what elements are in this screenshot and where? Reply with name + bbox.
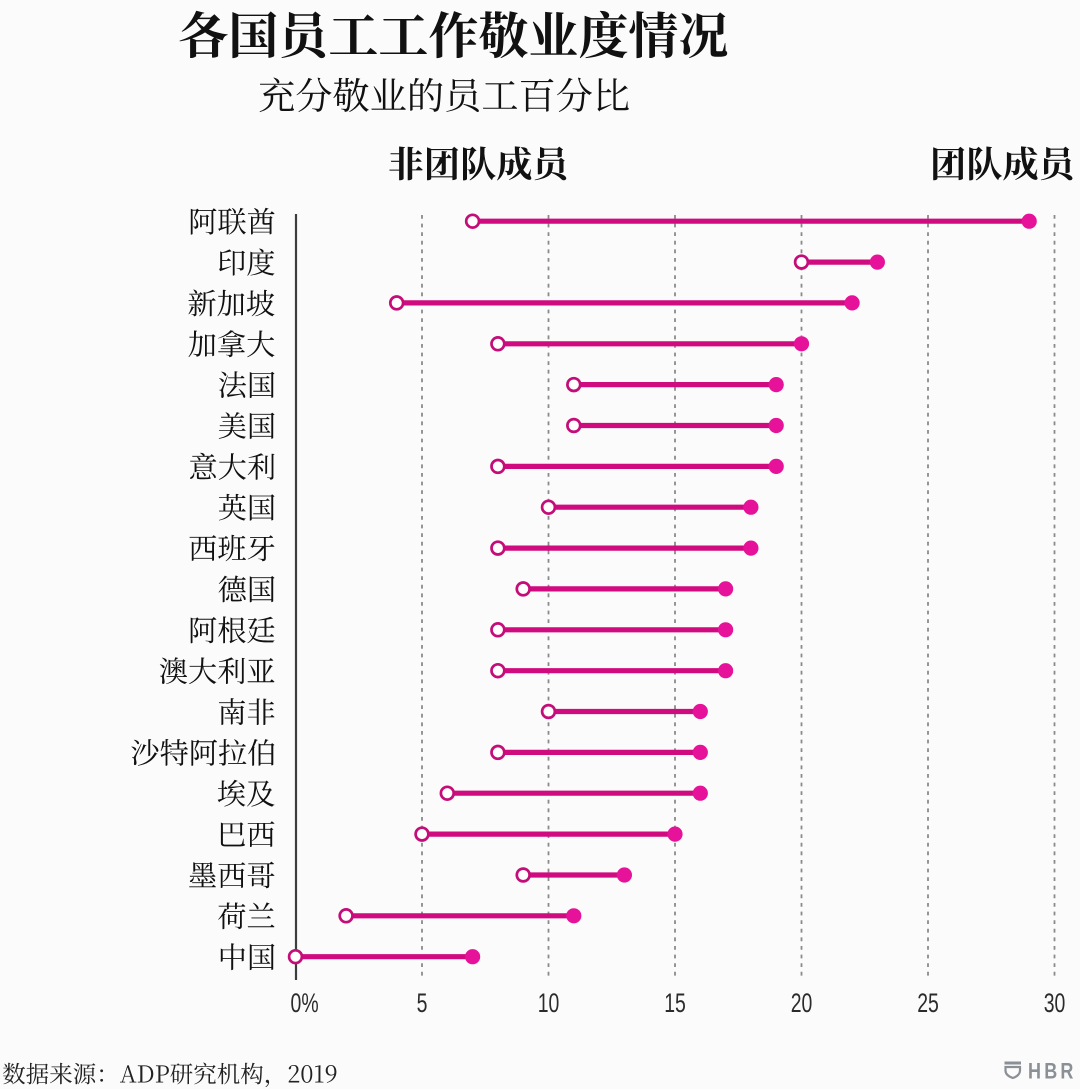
svg-text:10: 10 — [538, 988, 560, 1018]
svg-text:5: 5 — [417, 988, 428, 1018]
svg-text:25: 25 — [917, 988, 939, 1018]
svg-text:HBR: HBR — [1028, 1060, 1077, 1084]
svg-text:0%: 0% — [291, 988, 319, 1018]
svg-text:30: 30 — [1044, 988, 1066, 1018]
svg-text:15: 15 — [664, 988, 686, 1018]
svg-text:20: 20 — [791, 988, 813, 1018]
